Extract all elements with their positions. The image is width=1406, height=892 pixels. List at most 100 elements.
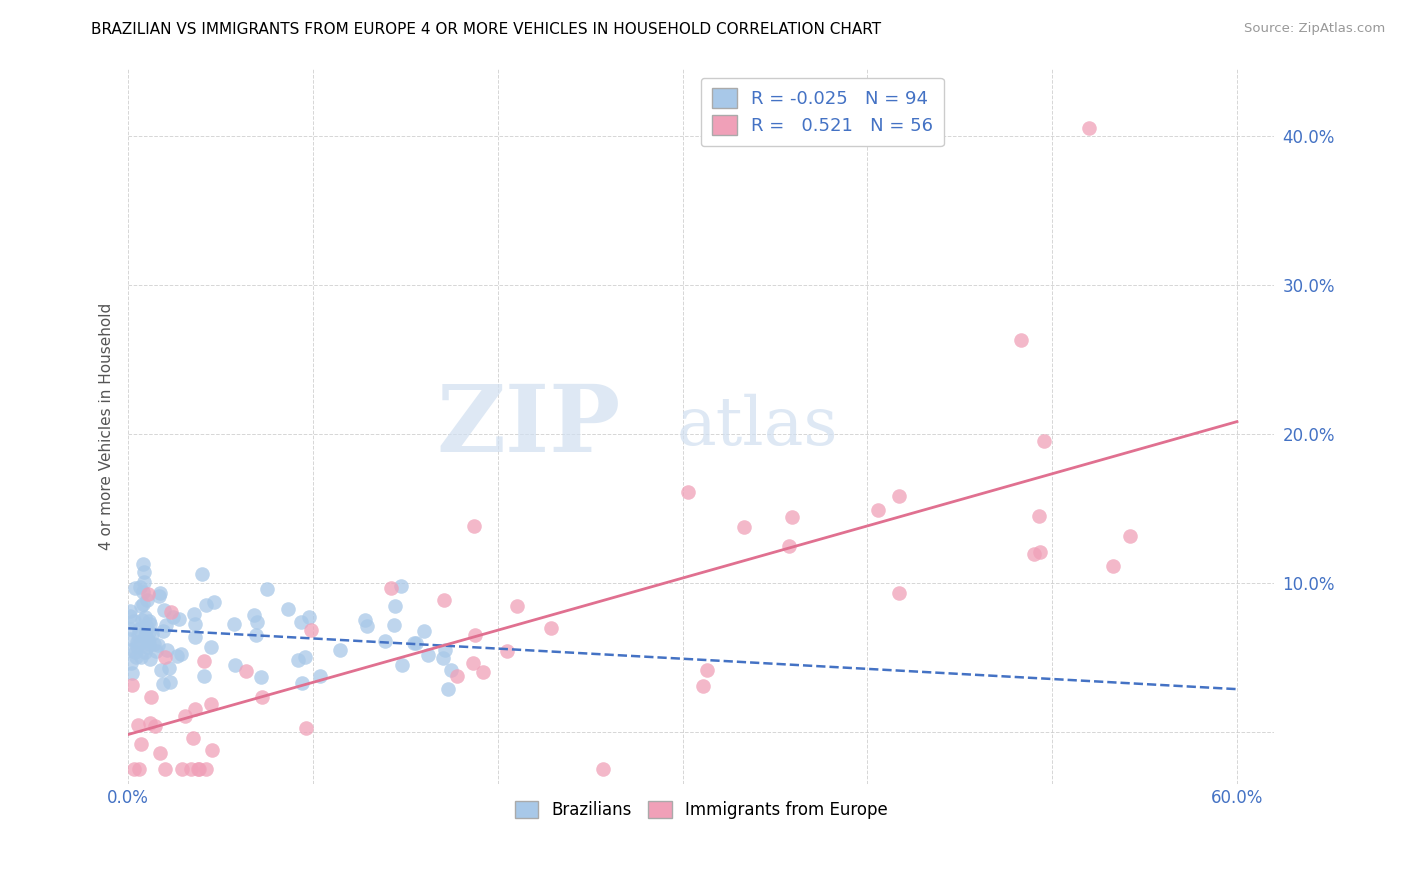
- Point: [120, 604, 142, 618]
- Point: [120, 656, 142, 670]
- Point: [184, 701, 207, 715]
- Point: [291, 676, 314, 690]
- Point: [150, 663, 173, 677]
- Point: [134, 565, 156, 579]
- Point: [416, 648, 439, 662]
- Point: [200, 640, 222, 655]
- Point: [129, 635, 152, 649]
- Legend: Brazilians, Immigrants from Europe: Brazilians, Immigrants from Europe: [508, 794, 894, 825]
- Point: [149, 586, 172, 600]
- Point: [308, 668, 330, 682]
- Point: [121, 665, 143, 680]
- Point: [135, 619, 157, 633]
- Point: [696, 663, 718, 677]
- Point: [152, 624, 174, 638]
- Point: [202, 595, 225, 609]
- Point: [135, 623, 157, 637]
- Point: [129, 649, 152, 664]
- Point: [1010, 333, 1032, 347]
- Point: [124, 650, 146, 665]
- Point: [136, 592, 159, 607]
- Point: [132, 597, 155, 611]
- Point: [389, 579, 412, 593]
- Point: [329, 642, 352, 657]
- Point: [463, 518, 485, 533]
- Point: [124, 581, 146, 595]
- Point: [446, 669, 468, 683]
- Point: [187, 762, 209, 776]
- Point: [866, 503, 889, 517]
- Point: [1119, 528, 1142, 542]
- Point: [183, 607, 205, 621]
- Point: [157, 660, 180, 674]
- Point: [472, 665, 495, 679]
- Point: [463, 657, 485, 671]
- Point: [193, 669, 215, 683]
- Point: [120, 643, 142, 657]
- Point: [780, 509, 803, 524]
- Point: [159, 675, 181, 690]
- Point: [235, 664, 257, 678]
- Point: [162, 609, 184, 624]
- Point: [174, 709, 197, 723]
- Point: [433, 593, 456, 607]
- Point: [153, 603, 176, 617]
- Point: [432, 651, 454, 665]
- Point: [245, 615, 267, 629]
- Point: [188, 762, 211, 776]
- Point: [384, 599, 406, 613]
- Point: [134, 629, 156, 643]
- Point: [439, 663, 461, 677]
- Point: [138, 614, 160, 628]
- Point: [402, 636, 425, 650]
- Point: [180, 762, 202, 776]
- Point: [676, 485, 699, 500]
- Point: [127, 718, 149, 732]
- Point: [132, 584, 155, 599]
- Point: [1078, 121, 1101, 136]
- Point: [139, 716, 162, 731]
- Point: [290, 615, 312, 630]
- Point: [138, 637, 160, 651]
- Point: [146, 638, 169, 652]
- Point: [243, 607, 266, 622]
- Point: [129, 581, 152, 595]
- Point: [121, 678, 143, 692]
- Point: [1033, 434, 1056, 449]
- Point: [692, 679, 714, 693]
- Point: [250, 690, 273, 704]
- Text: Source: ZipAtlas.com: Source: ZipAtlas.com: [1244, 22, 1385, 36]
- Point: [436, 681, 458, 696]
- Point: [141, 626, 163, 640]
- Point: [592, 762, 614, 776]
- Point: [201, 742, 224, 756]
- Point: [287, 653, 309, 667]
- Text: ZIP: ZIP: [437, 381, 621, 471]
- Point: [148, 589, 170, 603]
- Point: [120, 632, 142, 647]
- Point: [380, 581, 402, 595]
- Point: [131, 613, 153, 627]
- Point: [129, 738, 152, 752]
- Point: [299, 623, 322, 637]
- Point: [138, 652, 160, 666]
- Point: [298, 609, 321, 624]
- Text: BRAZILIAN VS IMMIGRANTS FROM EUROPE 4 OR MORE VEHICLES IN HOUSEHOLD CORRELATION : BRAZILIAN VS IMMIGRANTS FROM EUROPE 4 OR…: [91, 22, 882, 37]
- Point: [356, 618, 378, 632]
- Point: [153, 650, 176, 665]
- Point: [496, 644, 519, 658]
- Point: [136, 640, 159, 654]
- Point: [127, 627, 149, 641]
- Y-axis label: 4 or more Vehicles in Household: 4 or more Vehicles in Household: [100, 302, 114, 549]
- Point: [155, 617, 177, 632]
- Point: [245, 627, 267, 641]
- Point: [464, 627, 486, 641]
- Point: [120, 622, 142, 636]
- Point: [224, 657, 246, 672]
- Point: [193, 654, 215, 668]
- Point: [222, 616, 245, 631]
- Point: [183, 617, 205, 632]
- Point: [134, 610, 156, 624]
- Point: [391, 657, 413, 672]
- Point: [129, 599, 152, 613]
